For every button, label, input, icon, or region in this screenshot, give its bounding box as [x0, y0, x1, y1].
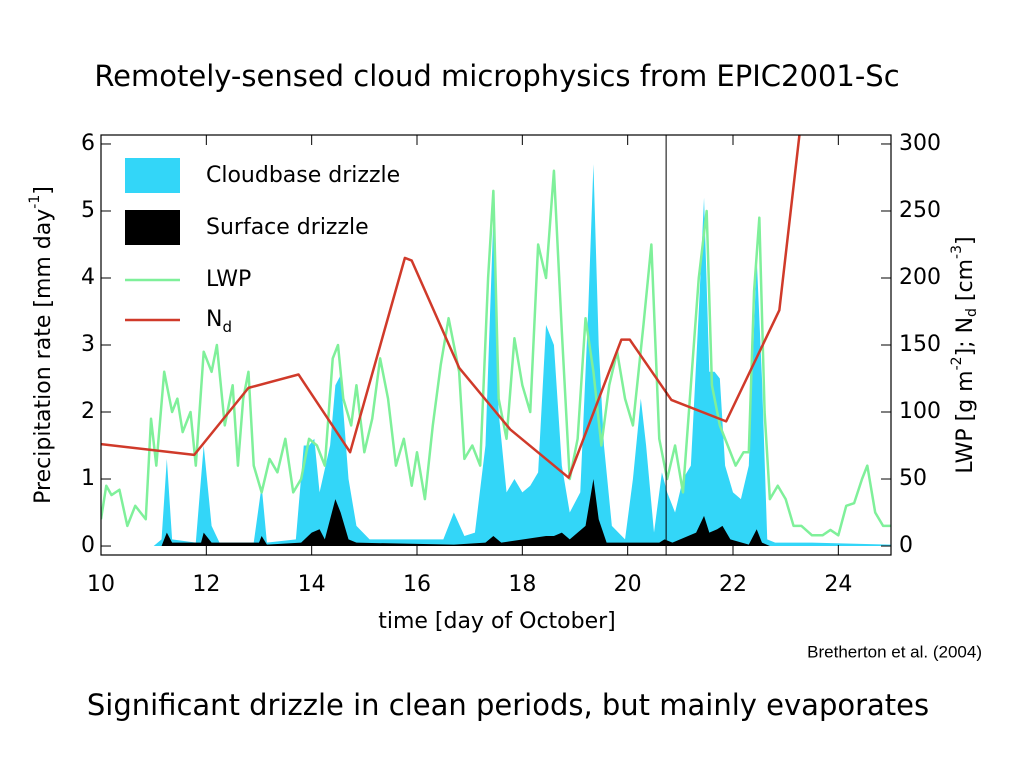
y-tick-label: 5 — [81, 198, 95, 223]
legend-label-part: N — [206, 307, 222, 332]
x-tick-label: 24 — [824, 572, 852, 597]
series-line — [101, 135, 801, 479]
y-tick-label: 0 — [81, 533, 95, 558]
y-axis-label: Precipitation rate [mm day-1] — [27, 186, 56, 504]
x-tick-label: 12 — [192, 572, 220, 597]
slide-title: Remotely-sensed cloud microphysics from … — [94, 59, 899, 93]
x-axis-label: time [day of October] — [378, 609, 616, 634]
x-tick-label: 14 — [298, 572, 326, 597]
y2-tick-label: 250 — [899, 198, 941, 223]
legend-label-part: d — [222, 318, 232, 336]
caption: Significant drizzle in clean periods, bu… — [87, 688, 929, 722]
axes: 10 12 14 16 18 20 22 24012345605010015020025030… — [81, 131, 941, 597]
y2-tick-label: 50 — [899, 466, 927, 491]
legend-swatch — [125, 210, 180, 245]
x-tick-label: 16 — [403, 572, 431, 597]
legend-label: LWP — [206, 267, 251, 292]
legend-label: Surface drizzle — [206, 215, 369, 240]
y-tick-label: 6 — [81, 131, 95, 156]
y-tick-label: 3 — [81, 332, 95, 357]
y-tick-label: 2 — [81, 399, 95, 424]
legend-swatch — [125, 158, 180, 193]
y2-axis-label: LWP [g m-2]; Nd [cm-3] — [949, 236, 980, 473]
series-line — [101, 169, 891, 537]
y2-tick-label: 150 — [899, 332, 941, 357]
legend-label: Cloudbase drizzle — [206, 163, 400, 188]
x-tick-label: 22 — [719, 572, 747, 597]
source: Bretherton et al. (2004) — [807, 642, 982, 661]
y2-tick-label: 0 — [899, 533, 913, 558]
drizzle-area — [101, 164, 891, 547]
legend: Cloudbase drizzle Surface drizzle LWP Nd — [125, 158, 400, 336]
y-tick-label: 1 — [81, 466, 95, 491]
x-tick-label: 10 — [87, 572, 115, 597]
x-tick-label: 18 — [508, 572, 536, 597]
legend-label: Nd — [206, 307, 232, 336]
plot-area — [101, 135, 891, 555]
x-tick-label: 20 — [614, 572, 642, 597]
y2-tick-label: 200 — [899, 265, 941, 290]
y-tick-label: 4 — [81, 265, 95, 290]
y2-tick-label: 300 — [899, 131, 941, 156]
y2-tick-label: 100 — [899, 399, 941, 424]
